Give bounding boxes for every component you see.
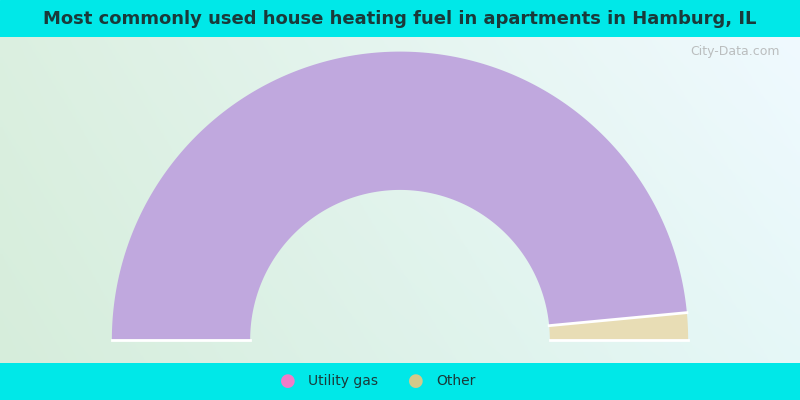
Text: Most commonly used house heating fuel in apartments in Hamburg, IL: Most commonly used house heating fuel in…	[43, 10, 757, 28]
Text: City-Data.com: City-Data.com	[690, 45, 780, 58]
Polygon shape	[549, 313, 688, 340]
Text: Utility gas: Utility gas	[308, 374, 378, 388]
Text: ●: ●	[280, 372, 296, 390]
Text: ●: ●	[408, 372, 424, 390]
Polygon shape	[112, 52, 687, 340]
Text: Other: Other	[436, 374, 475, 388]
